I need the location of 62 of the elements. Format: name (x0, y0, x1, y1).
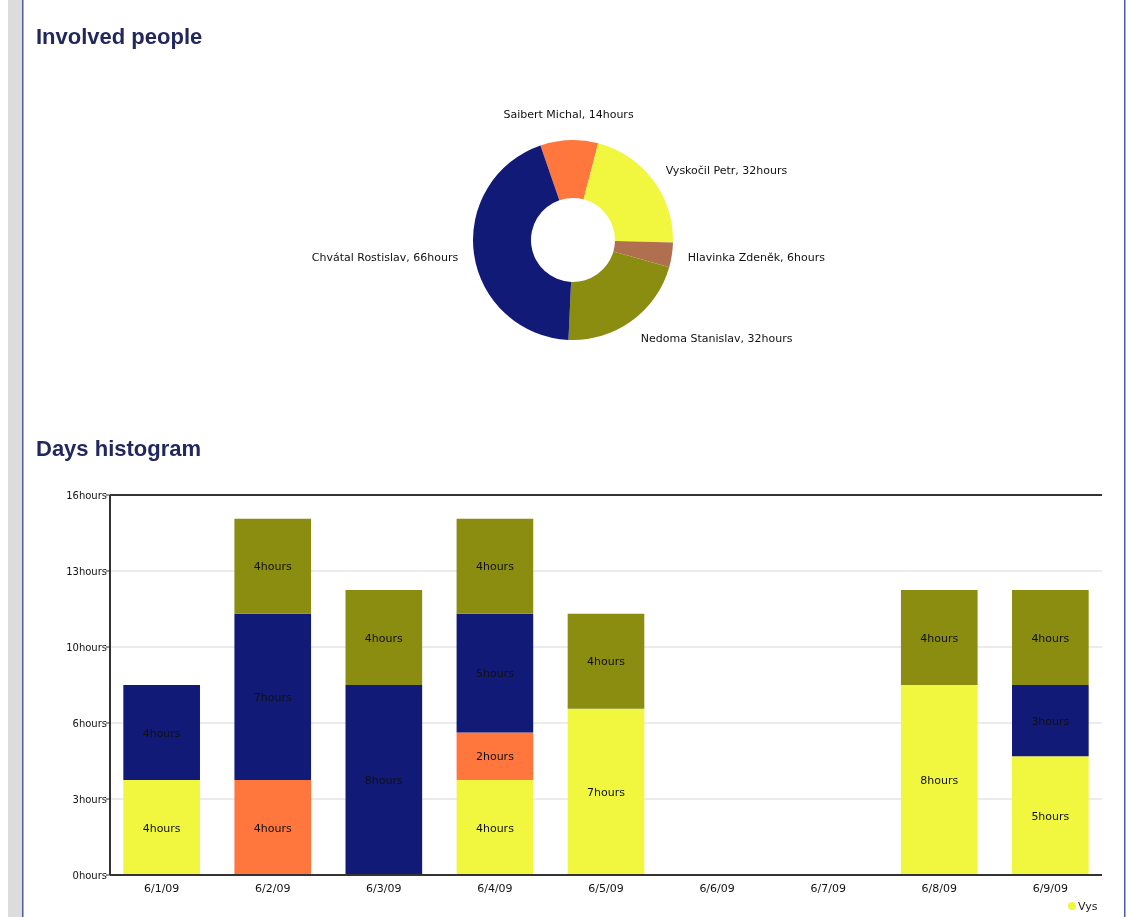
bar (123, 780, 200, 875)
bar (1012, 685, 1089, 757)
data-label: 4hours (1031, 631, 1070, 645)
bar (456, 518, 534, 614)
x-tick-label: 6/2/09 (255, 882, 291, 895)
data-label: 4hours (253, 560, 292, 574)
data-label: 3hours (1031, 714, 1070, 728)
y-tick-label: 13hours (66, 566, 107, 577)
y-tick-label: 0hours (72, 870, 107, 881)
bar (900, 685, 978, 875)
data-label: 4hours (142, 821, 181, 835)
y-tick-label: 3hours (72, 794, 107, 805)
data-label: 7hours (587, 785, 626, 799)
x-tick-label: 6/7/09 (810, 882, 846, 895)
bar (345, 685, 423, 875)
bar (456, 732, 534, 780)
bar (900, 590, 978, 685)
legend-label: Vys (1078, 900, 1098, 913)
data-label: 8hours (364, 774, 404, 787)
bar (567, 708, 645, 875)
bar (456, 780, 534, 875)
slice-label: Chvátal Rostislav, 66hours (311, 250, 459, 264)
x-tick-label: 6/9/09 (1032, 882, 1069, 895)
slice-label: Nedoma Stanislav, 32hours (640, 332, 793, 346)
y-tick-label: 16hours (66, 490, 107, 501)
x-tick-label: 6/4/09 (477, 882, 513, 895)
x-tick-label: 6/8/09 (921, 882, 957, 895)
bar (1012, 756, 1089, 875)
bar (567, 613, 645, 709)
bar (123, 685, 200, 780)
bar (1012, 590, 1089, 685)
slice-label: Hlavinka Zdeněk, 6hours (687, 251, 826, 265)
data-label: 7hours (253, 690, 292, 704)
data-label: 4hours (364, 631, 404, 645)
bar (234, 780, 312, 875)
slice-label: Vyskočil Petr, 32hours (665, 164, 788, 178)
data-label: 4hours (475, 821, 515, 835)
x-tick-label: 6/1/09 (143, 882, 180, 895)
donut-slice (613, 241, 673, 268)
data-label: 4hours (142, 726, 181, 740)
x-tick-label: 6/5/09 (588, 882, 624, 895)
bar (234, 518, 312, 614)
bar (456, 613, 534, 733)
bar (345, 590, 423, 685)
data-label: 5hours (475, 667, 515, 681)
x-tick-label: 6/6/09 (699, 882, 735, 895)
data-label: 8hours (920, 774, 959, 787)
data-label: 4hours (253, 821, 292, 835)
data-label: 2hours (475, 750, 515, 764)
chart-title: Days histogram (36, 436, 202, 461)
y-tick-label: 6hours (72, 718, 107, 729)
data-label: 5hours (1031, 809, 1070, 823)
data-label: 4hours (587, 655, 626, 669)
donut-slice (540, 140, 599, 201)
text: Involved people (36, 24, 203, 49)
x-tick-label: 6/3/09 (366, 882, 402, 895)
y-tick-label: 10hours (66, 642, 107, 653)
bar (234, 613, 312, 780)
donut-slice (473, 145, 572, 340)
slice-label: Saibert Michal, 14hours (503, 108, 634, 122)
data-label: 4hours (920, 631, 959, 645)
data-label: 4hours (475, 560, 515, 574)
